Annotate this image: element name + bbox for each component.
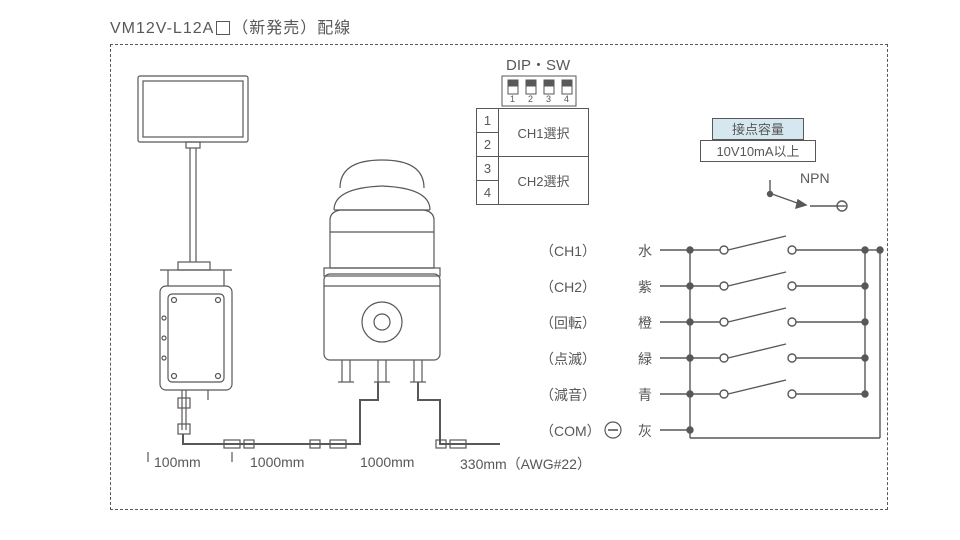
- dim-330: 330mm（AWG#22）: [460, 454, 591, 474]
- dim-1000b: 1000mm: [360, 454, 414, 470]
- dim-100: 100mm: [154, 454, 201, 470]
- dim-1000a: 1000mm: [250, 454, 304, 470]
